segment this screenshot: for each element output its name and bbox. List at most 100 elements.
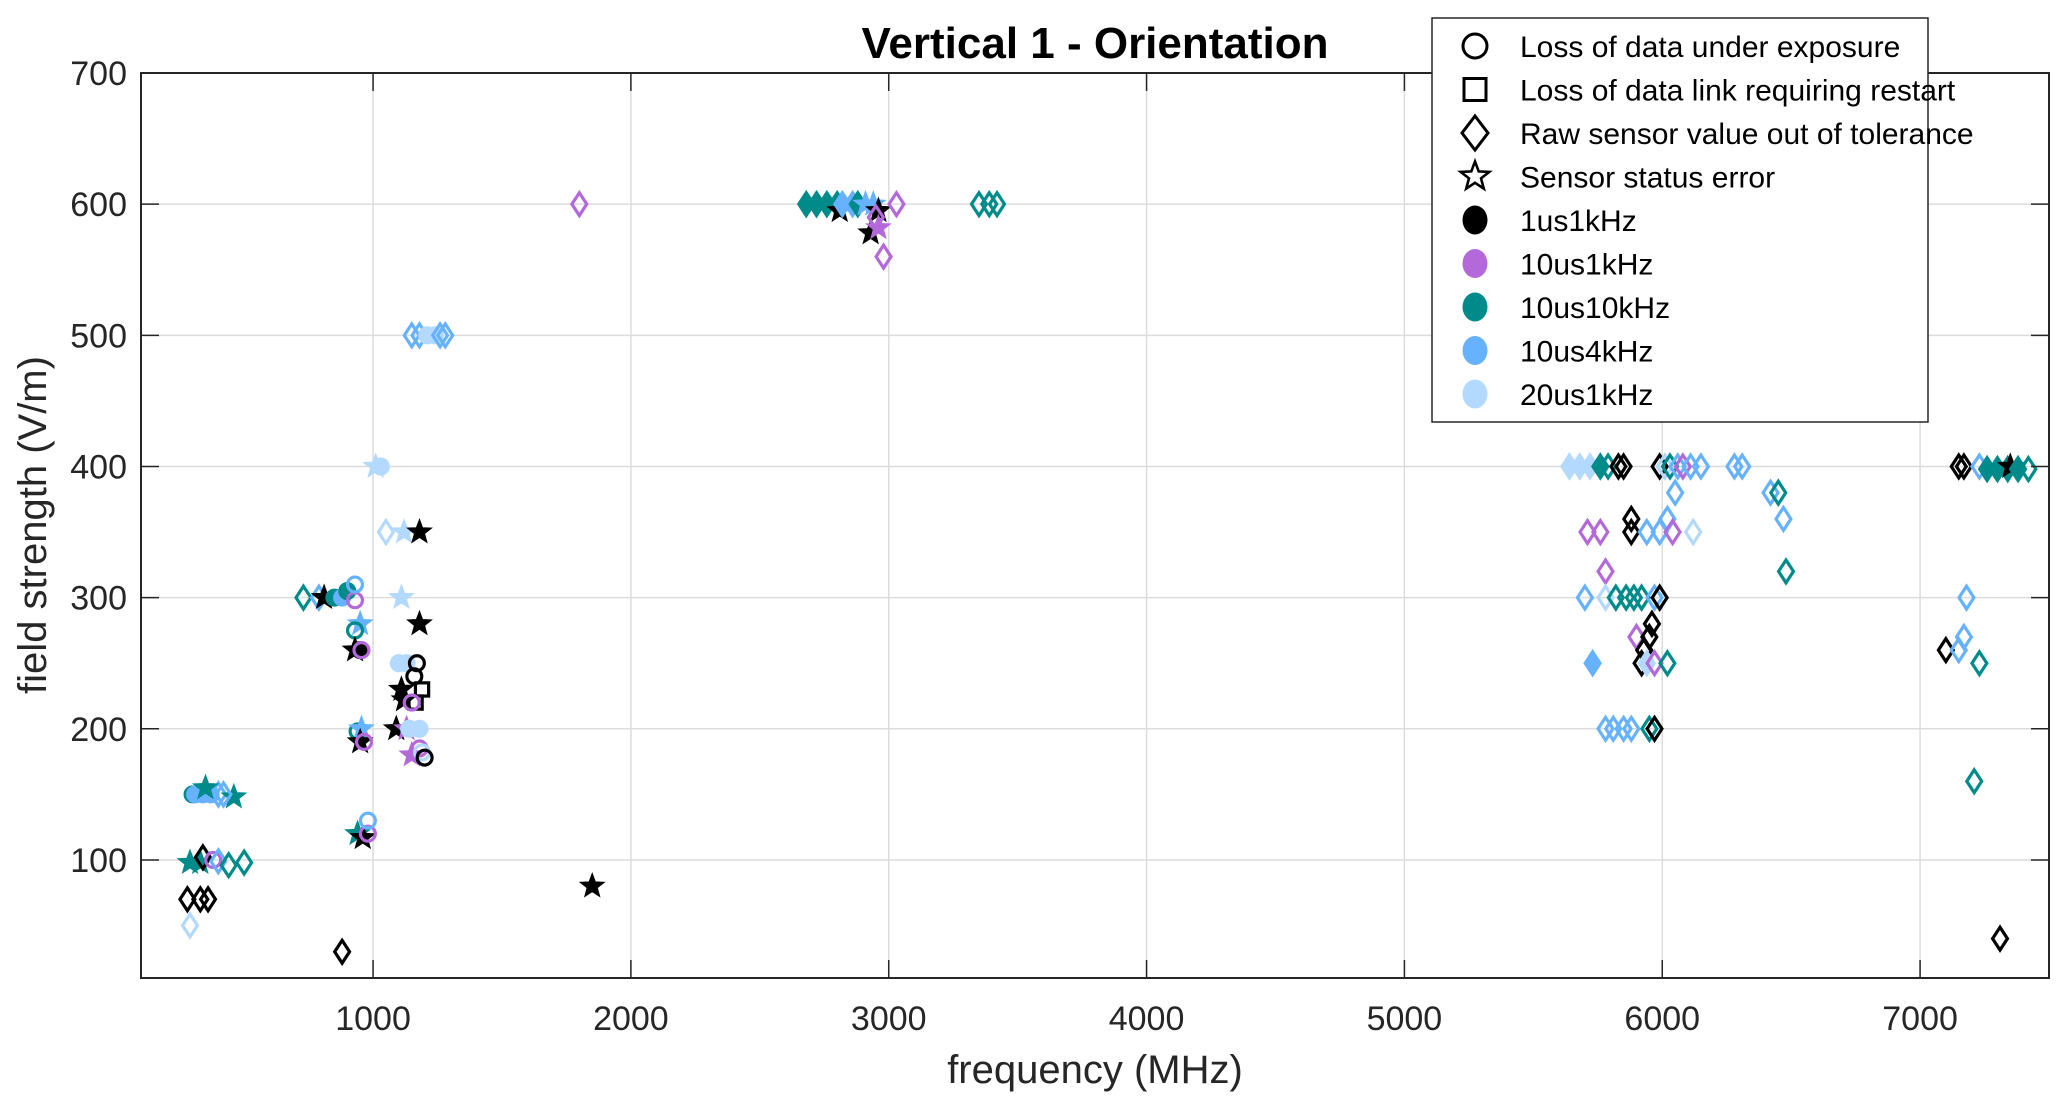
- series-swatch-icon: [1462, 336, 1488, 365]
- legend-item-series: 10us1kHz: [1462, 249, 1653, 282]
- data-point-diamond: [1970, 648, 1989, 678]
- data-point-circle: [410, 719, 429, 738]
- star-icon: [1457, 157, 1493, 192]
- data-point-diamond: [987, 189, 1007, 219]
- series-swatch-icon: [1462, 379, 1488, 409]
- data-point-circle: [358, 824, 377, 843]
- data-point-diamond: [1774, 504, 1793, 534]
- data-point-diamond: [1632, 583, 1651, 612]
- data-point-diamond: [1591, 517, 1610, 547]
- legend-item-series: 20us1kHz: [1462, 379, 1653, 412]
- data-point-diamond: [874, 242, 893, 271]
- data-point-diamond: [1645, 583, 1664, 612]
- legend-item-square: Loss of data link requiring restart: [1462, 75, 1956, 108]
- series-swatch-icon: [1462, 249, 1488, 278]
- y-tick-label: 500: [70, 317, 127, 355]
- data-point-diamond: [1650, 583, 1670, 612]
- y-tick-label: 300: [70, 580, 127, 618]
- series-swatch-icon: [1462, 292, 1488, 322]
- legend-item-series: 1us1kHz: [1462, 205, 1637, 238]
- data-point-diamond: [190, 884, 210, 914]
- data-point-diamond: [209, 846, 228, 876]
- data-point-diamond: [1614, 452, 1633, 481]
- x-tick-label: 1000: [335, 1000, 411, 1038]
- data-point-diamond: [1776, 557, 1796, 586]
- y-tick-label: 200: [70, 711, 127, 749]
- data-point-diamond: [376, 517, 396, 547]
- data-point-diamond: [332, 937, 352, 967]
- data-point-diamond: [1621, 504, 1641, 534]
- legend-label: 20us1kHz: [1520, 379, 1653, 412]
- data-point-diamond: [1949, 635, 1969, 665]
- data-point-diamond: [214, 780, 233, 809]
- data-point-diamond: [1732, 452, 1752, 481]
- data-point-square: [413, 681, 431, 698]
- data-point-diamond: [1575, 583, 1595, 612]
- data-point-star: [346, 609, 374, 636]
- legend-label: 10us10kHz: [1520, 292, 1670, 325]
- legend-box: [1431, 17, 1929, 423]
- data-point-diamond: [1658, 648, 1677, 678]
- legend-label: 10us4kHz: [1520, 336, 1653, 369]
- data-point-diamond: [219, 850, 239, 880]
- data-point-diamond: [1583, 648, 1602, 678]
- legend-item-series: 10us10kHz: [1462, 292, 1670, 325]
- data-point-diamond: [1637, 517, 1657, 547]
- data-point-diamond: [1683, 517, 1703, 547]
- y-axis-ticks: 100 200 300 400 500 600 700: [70, 55, 2049, 880]
- x-tick-label: 3000: [851, 1000, 927, 1038]
- data-point-star: [406, 517, 433, 544]
- legend-item-diamond: Raw sensor value out of tolerance: [1460, 113, 1974, 153]
- data-point-diamond: [1614, 714, 1633, 744]
- data-point-diamond: [1725, 452, 1744, 481]
- y-tick-label: 100: [70, 842, 127, 880]
- data-point-diamond: [1578, 517, 1597, 547]
- legend-label: Sensor status error: [1520, 162, 1775, 195]
- legend-label: 10us1kHz: [1520, 249, 1653, 282]
- data-point-diamond: [1964, 766, 1984, 796]
- x-tick-label: 2000: [593, 1000, 669, 1038]
- data-point-diamond: [1645, 648, 1664, 678]
- data-point-diamond: [979, 189, 999, 219]
- legend-item-circle: Loss of data under exposure: [1461, 31, 1900, 64]
- data-point-diamond: [1665, 478, 1685, 508]
- data-point-circle: [358, 811, 377, 830]
- circle-icon: [1461, 32, 1489, 60]
- data-point-diamond: [1621, 714, 1641, 744]
- data-point-circle: [371, 457, 390, 476]
- data-point-diamond: [198, 884, 218, 914]
- data-point-diamond: [435, 320, 455, 350]
- data-point-diamond: [2019, 454, 2038, 484]
- legend-label: Loss of data under exposure: [1520, 31, 1900, 64]
- data-point-diamond: [1621, 517, 1641, 547]
- data-point-diamond: [1957, 583, 1976, 612]
- data-point-diamond: [1761, 478, 1780, 508]
- y-axis-label: field strength (V/m): [11, 356, 55, 694]
- data-point-star: [220, 782, 248, 809]
- y-tick-label: 700: [70, 55, 127, 93]
- legend-label: Raw sensor value out of tolerance: [1520, 118, 1974, 151]
- data-point-diamond: [1668, 452, 1688, 481]
- data-point-diamond: [1645, 714, 1664, 744]
- data-point-diamond: [1642, 609, 1662, 639]
- data-point-circle: [354, 732, 374, 751]
- data-points: [176, 189, 2038, 967]
- data-point-circle: [415, 748, 434, 767]
- y-tick-label: 600: [70, 186, 127, 224]
- data-point-diamond: [1596, 714, 1615, 744]
- legend: Loss of data under exposure Loss of data …: [1431, 17, 1974, 423]
- legend-label: 1us1kHz: [1520, 205, 1637, 238]
- series-swatch-icon: [1462, 205, 1488, 235]
- data-point-star: [387, 583, 415, 610]
- data-point-diamond: [1624, 583, 1644, 612]
- data-point-diamond: [1639, 714, 1659, 744]
- data-point-diamond: [1954, 452, 1974, 481]
- x-tick-label: 7000: [1882, 1000, 1958, 1038]
- data-point-circle: [402, 693, 421, 712]
- data-point-diamond: [1660, 452, 1680, 481]
- data-point-diamond: [569, 189, 589, 219]
- data-point-diamond: [1768, 478, 1788, 508]
- data-point-diamond: [1949, 452, 1969, 481]
- data-point-diamond: [209, 780, 228, 809]
